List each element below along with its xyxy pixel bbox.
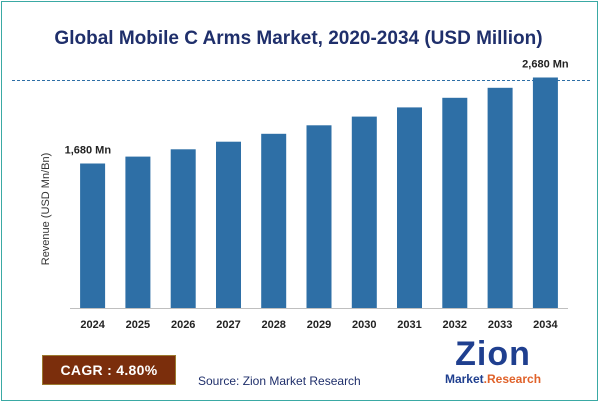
x-tick-label-2033: 2033 [488, 319, 512, 331]
data-label-2024: 1,680 Mn [65, 145, 112, 157]
x-tick-label-2024: 2024 [80, 319, 105, 331]
bar-2029 [306, 125, 332, 308]
bar-2024 [80, 163, 106, 308]
cagr-label: CAGR : 4.80% [60, 362, 158, 378]
x-tick-label-2025: 2025 [126, 319, 150, 331]
x-tick-label-2027: 2027 [216, 319, 240, 331]
data-label-2034: 2,680 Mn [522, 59, 569, 71]
source-note: Source: Zion Market Research [198, 374, 361, 388]
bar-2033 [487, 87, 513, 308]
logo-research: .Research [483, 372, 542, 386]
x-tick-label-2026: 2026 [171, 319, 195, 331]
logo-word: Zion [455, 335, 531, 373]
x-tick-label-2029: 2029 [307, 319, 331, 331]
cagr-badge: CAGR : 4.80% [42, 355, 176, 385]
bar-2026 [170, 149, 196, 308]
bar-2031 [397, 107, 422, 309]
y-axis-label: Revenue (USD Mn/Bn) [40, 153, 52, 266]
zion-logo: Zion Market.Research [432, 335, 554, 390]
bar-2028 [261, 133, 287, 308]
x-tick-label-2030: 2030 [352, 319, 376, 331]
bar-2025 [125, 156, 151, 308]
bar-2032 [442, 97, 468, 308]
chart-title: Global Mobile C Arms Market, 2020-2034 (… [54, 28, 543, 49]
x-tick-label-2031: 2031 [397, 319, 421, 331]
x-tick-label-2032: 2032 [443, 319, 467, 331]
logo-market: Market [444, 372, 484, 386]
bar-2034 [532, 77, 558, 308]
title-divider [12, 80, 590, 81]
bar-2030 [351, 116, 377, 308]
x-tick-label-2034: 2034 [533, 319, 558, 331]
bar-2027 [216, 141, 241, 308]
x-tick-label-2028: 2028 [261, 319, 285, 331]
logo-subtitle: Market.Research [432, 372, 554, 386]
